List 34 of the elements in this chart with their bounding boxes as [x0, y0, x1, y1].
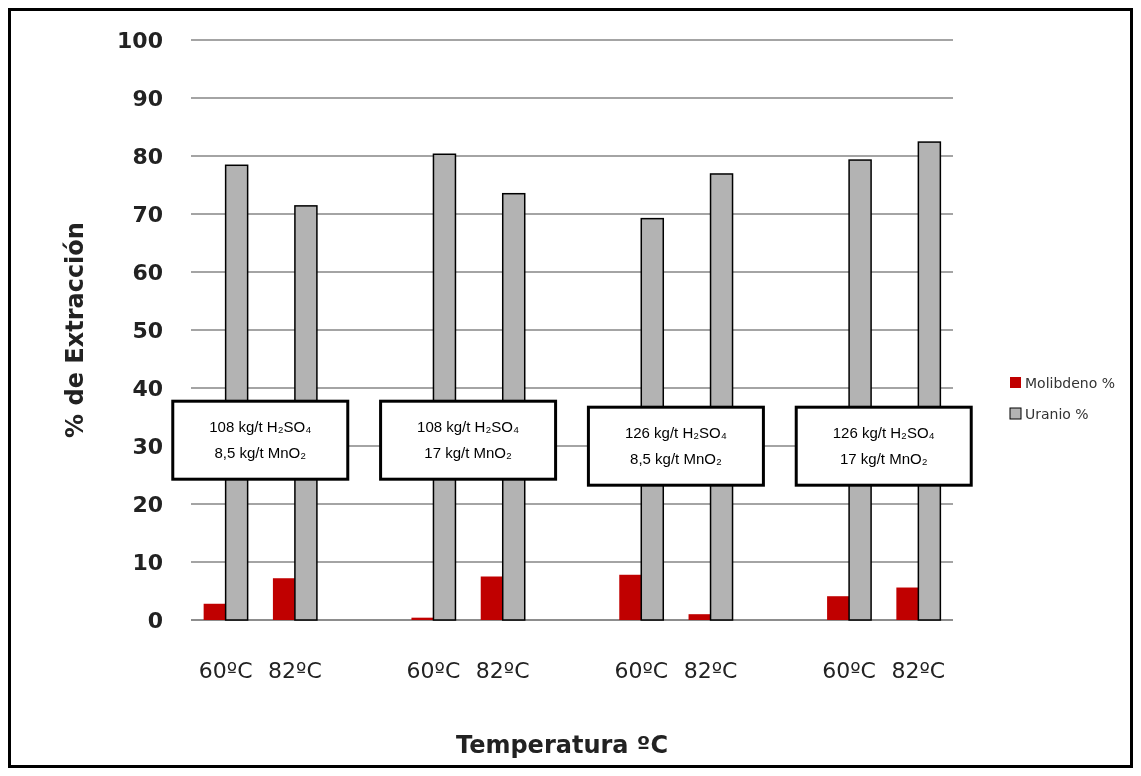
bar: [896, 587, 919, 620]
bar: [203, 603, 226, 620]
y-tick-label: 20: [132, 491, 163, 517]
x-tick-label: 82ºC: [891, 658, 946, 683]
legend-label: Uranio %: [1025, 405, 1089, 422]
y-tick-label: 90: [132, 85, 163, 111]
y-tick-label: 10: [132, 549, 163, 575]
y-tick-label: 0: [147, 607, 163, 633]
y-tick-label: 80: [132, 143, 163, 169]
annotation: 108 kg/t H₂SO₄ 17 kg/t MnO₂: [417, 418, 520, 462]
annotation: 126 kg/t H₂SO₄ 17 kg/t MnO₂: [832, 424, 935, 468]
y-tick-label: 50: [132, 317, 163, 343]
y-axis-title: % de Extracción: [61, 222, 89, 438]
x-axis-title: Temperatura ºC: [455, 731, 669, 759]
y-tick-label: 100: [117, 27, 163, 53]
x-tick-label: 82ºC: [683, 658, 738, 683]
bar: [272, 578, 295, 620]
x-tick-label: 82ºC: [268, 658, 322, 683]
x-tick-label: 60ºC: [614, 658, 669, 683]
legend-label: Molibdeno %: [1025, 374, 1116, 391]
annotation: 108 kg/t H₂SO₄ 8,5 kg/t MnO₂: [209, 418, 312, 462]
annotation: 126 kg/t H₂SO₄ 8,5 kg/t MnO₂: [624, 424, 727, 468]
bar: [480, 576, 503, 620]
bar: [619, 574, 642, 620]
x-tick-label: 60ºC: [198, 658, 253, 683]
y-tick-label: 70: [132, 201, 163, 227]
bar: [688, 614, 711, 620]
x-tick-label: 60ºC: [406, 658, 461, 683]
x-tick-label: 82ºC: [475, 658, 530, 683]
y-tick-label: 60: [132, 259, 163, 285]
y-tick-label: 30: [132, 433, 163, 459]
y-tick-label: 40: [132, 375, 163, 401]
bar: [827, 596, 850, 620]
x-tick-label: 60ºC: [822, 658, 876, 683]
